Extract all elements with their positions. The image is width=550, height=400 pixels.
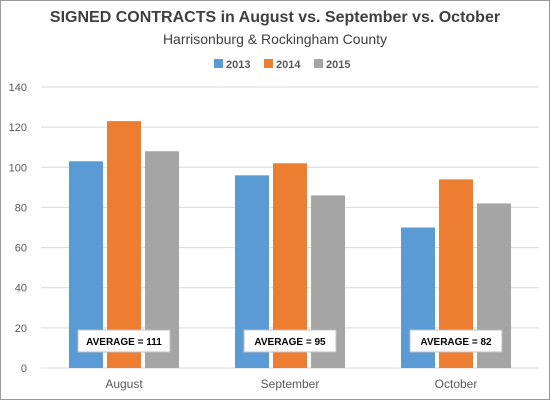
average-label: AVERAGE = 111 — [86, 337, 162, 348]
y-tick-label: 100 — [9, 162, 27, 174]
y-tick-label: 60 — [15, 243, 27, 255]
bar-2014-august — [107, 121, 141, 368]
average-box — [409, 329, 503, 353]
y-tick-label: 80 — [15, 202, 27, 214]
x-tick-label: August — [105, 377, 143, 391]
legend-swatch-2014 — [264, 59, 273, 68]
chart-title: SIGNED CONTRACTS in August vs. September… — [49, 9, 501, 26]
legend-swatch-2015 — [314, 59, 323, 68]
chart-subtitle: Harrisonburg & Rockingham County — [162, 31, 388, 47]
legend-label: 2015 — [326, 59, 350, 71]
x-tick-label: September — [261, 377, 320, 391]
average-box — [243, 329, 337, 353]
average-label: AVERAGE = 95 — [254, 337, 326, 348]
y-tick-label: 120 — [9, 122, 27, 134]
legend-swatch-2013 — [214, 59, 223, 68]
y-tick-label: 140 — [9, 82, 27, 94]
legend-label: 2013 — [226, 59, 250, 71]
x-tick-label: October — [435, 377, 478, 391]
average-box — [77, 329, 171, 353]
y-tick-label: 40 — [15, 283, 27, 295]
y-tick-label: 0 — [21, 363, 27, 375]
legend-label: 2014 — [276, 59, 301, 71]
average-label: AVERAGE = 82 — [420, 337, 492, 348]
y-tick-label: 20 — [15, 323, 27, 335]
